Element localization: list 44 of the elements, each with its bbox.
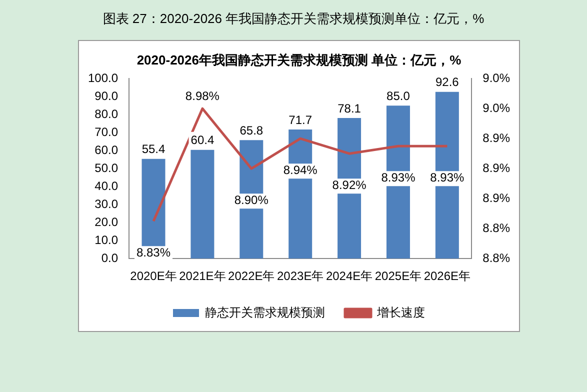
data-label: 71.7 xyxy=(288,112,312,127)
legend-label: 静态开关需求规模预测 xyxy=(205,305,325,320)
y-tick-label: 50.0 xyxy=(94,160,118,175)
y2-tick-label: 9.0% xyxy=(482,100,510,115)
x-tick-label: 2023E年 xyxy=(276,269,324,284)
y-tick-label: 80.0 xyxy=(94,106,118,121)
y-tick-label: 60.0 xyxy=(94,142,118,157)
data-label: 8.83% xyxy=(136,245,171,260)
x-tick-label: 2021E年 xyxy=(179,269,226,284)
data-label: 8.98% xyxy=(185,88,220,103)
data-label: 78.1 xyxy=(338,101,362,116)
y2-tick-label: 8.8% xyxy=(482,250,510,265)
data-label: 85.0 xyxy=(386,88,410,103)
data-label: 8.93% xyxy=(430,170,465,184)
x-tick-label: 2026E年 xyxy=(424,269,471,284)
x-tick-label: 2025E年 xyxy=(374,269,422,284)
y-tick-label: 40.0 xyxy=(94,178,118,193)
data-label: 55.4 xyxy=(142,142,166,156)
y2-tick-label: 8.9% xyxy=(482,190,510,205)
y-tick-label: 90.0 xyxy=(94,88,118,103)
data-label: 60.4 xyxy=(190,133,214,148)
y-tick-label: 100.0 xyxy=(88,70,118,85)
data-label: 8.94% xyxy=(283,162,318,177)
x-tick-label: 2020E年 xyxy=(130,269,177,284)
y-tick-label: 20.0 xyxy=(94,214,118,229)
y-tick-label: 30.0 xyxy=(94,196,118,211)
data-label: 8.93% xyxy=(381,170,416,184)
y-tick-label: 10.0 xyxy=(94,232,118,247)
bar xyxy=(190,150,214,259)
chart-title: 2020-2026年我国静态开关需求规模预测 单位：亿元，% xyxy=(136,52,462,68)
x-tick-label: 2022E年 xyxy=(228,269,275,284)
x-tick-label: 2024E年 xyxy=(326,269,373,284)
y-tick-label: 70.0 xyxy=(94,124,118,139)
legend-label: 增长速度 xyxy=(376,305,425,320)
data-label: 8.90% xyxy=(234,192,269,207)
text: 图表 27：2020-2026 年我国静态开关需求规模预测单位：亿元，% xyxy=(102,10,486,28)
data-label: 65.8 xyxy=(240,123,264,138)
y2-tick-label: 9.0% xyxy=(482,70,510,85)
data-label: 92.6 xyxy=(435,75,460,90)
y2-tick-label: 8.9% xyxy=(482,130,510,145)
y2-tick-label: 8.8% xyxy=(482,220,510,235)
y-tick-label: 0.0 xyxy=(101,250,118,265)
data-label: 8.92% xyxy=(332,178,367,192)
y2-tick-label: 8.9% xyxy=(482,160,510,175)
